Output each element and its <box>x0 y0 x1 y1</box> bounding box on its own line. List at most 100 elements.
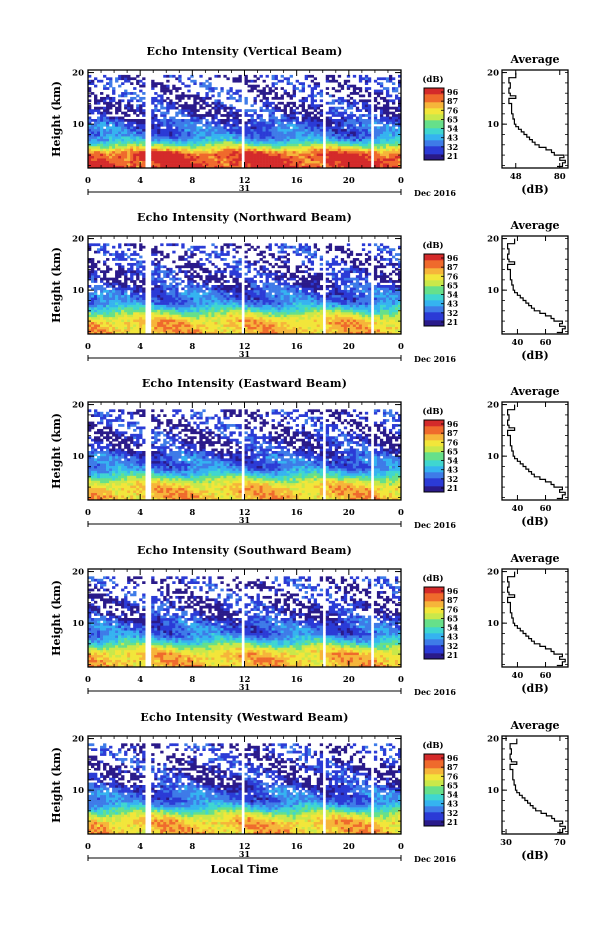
colorbar-tick-label: 32 <box>447 808 458 818</box>
colorbar-segment <box>424 322 444 325</box>
colorbar-segment <box>424 460 444 463</box>
colorbar-segment <box>424 88 444 91</box>
panel-5: Echo Intensity (Westward Beam) Height (km… <box>50 711 569 876</box>
colorbar-segment <box>424 754 444 757</box>
y-tick-label: 10 <box>72 452 84 462</box>
colorbar-label: (dB) <box>422 74 443 85</box>
colorbar-segment <box>424 637 444 640</box>
profile-title: Average <box>509 53 559 66</box>
colorbar-tick-label: 65 <box>447 446 458 456</box>
colorbar-segment <box>424 422 444 425</box>
colorbar-segment <box>424 314 444 317</box>
colorbar-tick-label: 96 <box>447 419 459 429</box>
profile-x-tick-label: 80 <box>554 172 566 182</box>
colorbar-segment <box>424 824 444 827</box>
profile-y-tick-label: 10 <box>487 120 499 130</box>
colorbar-segment <box>424 812 444 815</box>
colorbar <box>424 88 444 161</box>
colorbar-segment <box>424 134 444 137</box>
colorbar-segment <box>424 114 444 117</box>
colorbar-segment <box>424 448 444 451</box>
y-axis-label: Height (km) <box>50 81 63 157</box>
colorbar-segment <box>424 306 444 309</box>
colorbar-tick-label: 76 <box>447 437 459 447</box>
colorbar-segment <box>424 645 444 648</box>
x-tick-label: 20 <box>343 675 355 685</box>
colorbar-segment <box>424 468 444 471</box>
colorbar-segment <box>424 466 444 469</box>
colorbar-segment <box>424 818 444 821</box>
x-tick-label: 4 <box>137 842 143 852</box>
colorbar-label: (dB) <box>422 406 443 417</box>
colorbar-segment <box>424 480 444 483</box>
x-tick-label: 12 <box>239 342 251 352</box>
y-axis-label: Height (km) <box>50 747 63 823</box>
x-tick-label: 0 <box>85 842 91 852</box>
colorbar-segment <box>424 595 444 598</box>
colorbar-segment <box>424 120 444 123</box>
colorbar-segment <box>424 434 444 437</box>
colorbar-segment <box>424 298 444 301</box>
colorbar-segment <box>424 256 444 259</box>
colorbar-segment <box>424 452 444 455</box>
colorbar-label: (dB) <box>422 240 443 251</box>
colorbar-segment <box>424 770 444 773</box>
colorbar-tick-label: 32 <box>447 308 458 318</box>
colorbar-segment <box>424 154 444 157</box>
colorbar-segment <box>424 102 444 105</box>
x-tick-label: 4 <box>137 342 143 352</box>
colorbar-segment <box>424 609 444 612</box>
colorbar-segment <box>424 274 444 277</box>
colorbar-segment <box>424 464 444 467</box>
x-tick-label: 8 <box>189 508 195 518</box>
colorbar-segment <box>424 92 444 95</box>
colorbar-segment <box>424 148 444 151</box>
colorbar-segment <box>424 764 444 767</box>
colorbar-segment <box>424 607 444 610</box>
profile-title: Average <box>509 719 559 732</box>
colorbar-segment <box>424 324 444 327</box>
colorbar-segment <box>424 810 444 813</box>
colorbar-tick-label: 32 <box>447 641 458 651</box>
x-axis-label: Local Time <box>211 863 279 876</box>
colorbar-segment <box>424 591 444 594</box>
panel-2: Echo Intensity (Northward Beam) Height (k… <box>50 211 569 364</box>
colorbar-segment <box>424 140 444 143</box>
x-tick-label: 12 <box>239 842 251 852</box>
colorbar-tick-label: 87 <box>447 262 458 272</box>
colorbar-segment <box>424 130 444 133</box>
colorbar-tick-label: 21 <box>447 317 458 327</box>
colorbar-segment <box>424 424 444 427</box>
profile-frame <box>501 69 569 169</box>
colorbar-segment <box>424 613 444 616</box>
profile-y-tick-label: 10 <box>487 786 499 796</box>
panel-3: Echo Intensity (Eastward Beam) Height (km… <box>50 377 569 530</box>
x-tick-label: 16 <box>291 342 303 352</box>
profile-x-label: (dB) <box>521 349 548 362</box>
colorbar-label: (dB) <box>422 573 443 584</box>
colorbar-segment <box>424 776 444 779</box>
colorbar-segment <box>424 282 444 285</box>
x-tick-label: 16 <box>291 842 303 852</box>
date-label: Dec 2016 <box>414 854 456 864</box>
colorbar-segment <box>424 454 444 457</box>
colorbar-segment <box>424 760 444 763</box>
colorbar-segment <box>424 106 444 109</box>
colorbar-segment <box>424 260 444 263</box>
y-tick-label: 20 <box>72 735 84 745</box>
colorbar-segment <box>424 318 444 321</box>
colorbar-segment <box>424 104 444 107</box>
colorbar-segment <box>424 278 444 281</box>
colorbar-segment <box>424 488 444 491</box>
colorbar-frame <box>423 753 445 827</box>
colorbar-segment <box>424 786 444 789</box>
x-tick-label: 0 <box>398 176 404 186</box>
panel-title: Echo Intensity (Southward Beam) <box>137 544 352 557</box>
colorbar-segment <box>424 116 444 119</box>
panel-title: Echo Intensity (Vertical Beam) <box>146 45 342 58</box>
colorbar-tick-label: 21 <box>447 483 458 493</box>
x-tick-label: 12 <box>239 675 251 685</box>
colorbar-segment <box>424 284 444 287</box>
colorbar-segment <box>424 426 444 429</box>
colorbar-tick-label: 43 <box>447 133 459 143</box>
